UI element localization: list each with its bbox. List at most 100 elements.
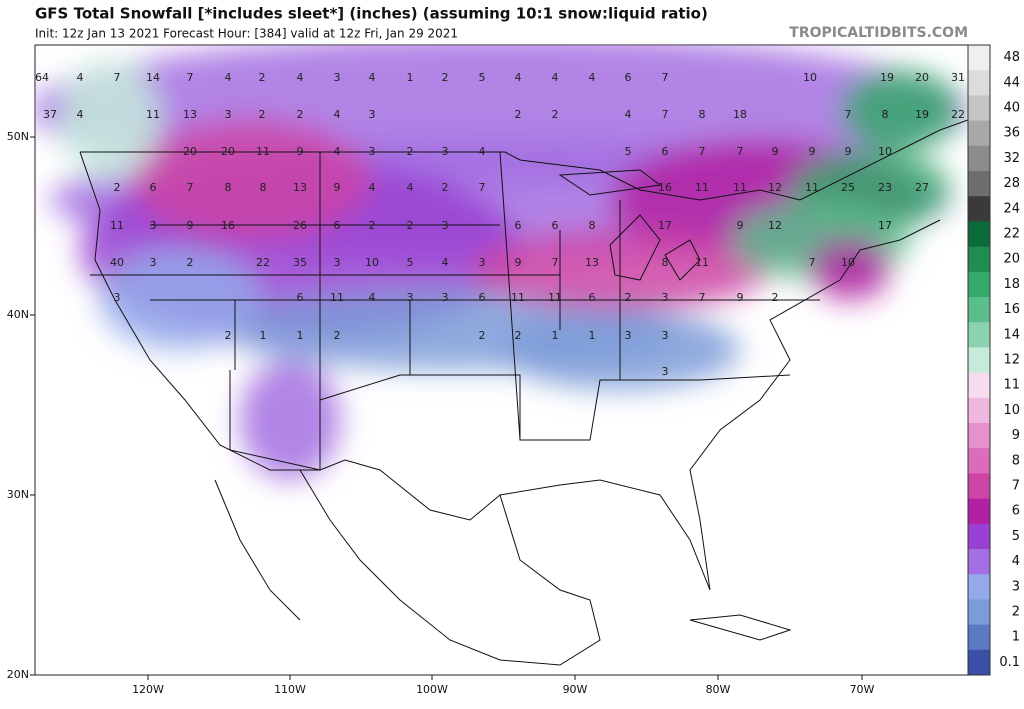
lon-label: 100W	[416, 683, 448, 696]
map-value: 6	[150, 181, 157, 194]
map-value: 40	[110, 256, 124, 269]
map-value: 7	[699, 291, 706, 304]
brand: TROPICALTIDBITS.COM	[789, 25, 968, 41]
colorbar-label: 4	[1012, 554, 1020, 569]
map-value: 11	[330, 291, 344, 304]
map-value: 25	[841, 181, 855, 194]
map-value: 11	[511, 291, 525, 304]
map-value: 64	[35, 71, 49, 84]
lat-label: 20N	[7, 668, 29, 681]
snow-blob	[130, 120, 370, 240]
map-value: 8	[699, 108, 706, 121]
title: GFS Total Snowfall [*includes sleet*] (i…	[35, 5, 708, 23]
map-value: 3	[369, 145, 376, 158]
snow-blob	[240, 360, 340, 480]
map-value: 11	[256, 145, 270, 158]
map-value: 9	[737, 219, 744, 232]
map-value: 4	[334, 108, 341, 121]
map-value: 1	[552, 329, 559, 342]
map-value: 6	[552, 219, 559, 232]
colorbar-label: 2	[1012, 605, 1020, 620]
map-value: 5	[625, 145, 632, 158]
snow-blob	[60, 60, 160, 180]
map-value: 2	[772, 291, 779, 304]
colorbar-label: 18	[1003, 277, 1020, 292]
colorbar-label: 44	[1003, 75, 1020, 90]
colorbar-label: 3	[1012, 579, 1020, 594]
map-value: 12	[768, 219, 782, 232]
map-value: 11	[110, 219, 124, 232]
colorbar-label: 28	[1003, 176, 1020, 191]
map-value: 4	[334, 145, 341, 158]
map-value: 7	[662, 108, 669, 121]
colorbar-swatch	[968, 423, 990, 449]
lat-label: 40N	[7, 308, 29, 321]
lon-label: 80W	[706, 683, 731, 696]
colorbar-label: 8	[1012, 453, 1020, 468]
map-value: 3	[150, 219, 157, 232]
colorbar-swatch	[968, 498, 990, 525]
colorbar-swatch	[968, 196, 990, 222]
map-value: 3	[662, 291, 669, 304]
map-value: 2	[187, 256, 194, 269]
colorbar-swatch	[968, 70, 990, 96]
colorbar-swatch	[968, 624, 990, 651]
map-value: 3	[442, 291, 449, 304]
map-value: 2	[552, 108, 559, 121]
map-value: 8	[882, 108, 889, 121]
map-value: 2	[259, 108, 266, 121]
map-value: 7	[699, 145, 706, 158]
map-value: 7	[809, 256, 816, 269]
colorbar-swatch	[968, 347, 990, 374]
map-value: 1	[297, 329, 304, 342]
map-value: 10	[803, 71, 817, 84]
map-value: 4	[479, 145, 486, 158]
map-value: 4	[369, 181, 376, 194]
map-value: 11	[695, 256, 709, 269]
lat-label: 50N	[7, 130, 29, 143]
colorbar-swatch	[968, 221, 990, 248]
map-value: 11	[805, 181, 819, 194]
subtitle: Init: 12z Jan 13 2021 Forecast Hour: [38…	[35, 27, 458, 41]
colorbar-swatch	[968, 145, 990, 172]
map-value: 19	[915, 108, 929, 121]
map-value: 7	[187, 181, 194, 194]
map-value: 3	[369, 108, 376, 121]
map-value: 9	[187, 219, 194, 232]
colorbar-swatch	[968, 549, 990, 575]
map-value: 4	[77, 108, 84, 121]
map-value: 6	[334, 219, 341, 232]
map-value: 20	[221, 145, 235, 158]
map-value: 3	[662, 329, 669, 342]
map-value: 7	[662, 71, 669, 84]
colorbar-swatch	[968, 574, 990, 600]
map-value: 3	[625, 329, 632, 342]
colorbar-swatch	[968, 649, 990, 676]
lon-label: 90W	[563, 683, 588, 696]
map-value: 6	[515, 219, 522, 232]
map-value: 2	[297, 108, 304, 121]
map-value: 7	[845, 108, 852, 121]
colorbar-label: 11	[1003, 378, 1020, 393]
colorbar-frame	[967, 44, 991, 676]
map-value: 22	[256, 256, 270, 269]
map-value: 20	[183, 145, 197, 158]
map-value: 3	[407, 291, 414, 304]
colorbar-label: 16	[1003, 302, 1020, 317]
map-value: 10	[365, 256, 379, 269]
map-value: 13	[293, 181, 307, 194]
map-value: 8	[589, 219, 596, 232]
map-value: 8	[260, 181, 267, 194]
colorbar-label: 14	[1003, 327, 1020, 342]
map-value: 2	[334, 329, 341, 342]
colorbar-label: 40	[1003, 101, 1020, 116]
map-value: 35	[293, 256, 307, 269]
map-value: 4	[589, 71, 596, 84]
map-value: 22	[951, 108, 965, 121]
map-value: 17	[658, 219, 672, 232]
map-value: 19	[880, 71, 894, 84]
colorbar-swatch	[968, 246, 990, 273]
colorbar-label: 1	[1012, 630, 1020, 645]
map-value: 3	[442, 145, 449, 158]
